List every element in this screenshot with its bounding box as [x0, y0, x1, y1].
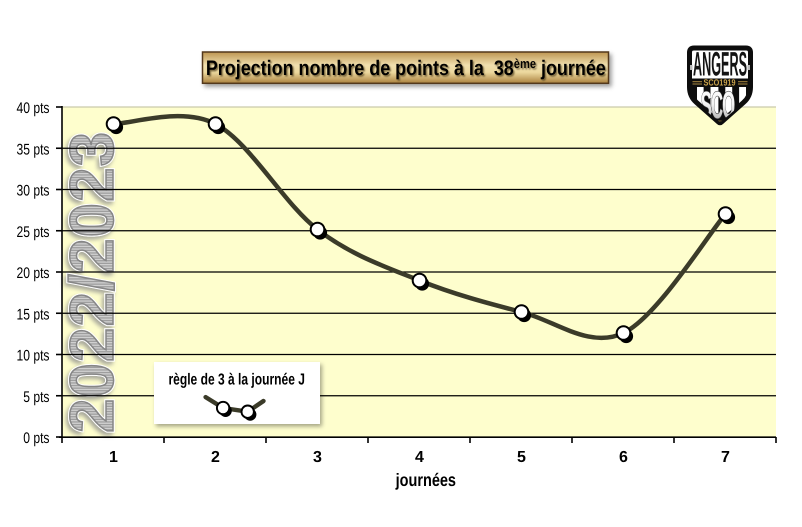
svg-text:1919: 1919: [716, 120, 724, 124]
svg-text:40 pts: 40 pts: [16, 100, 49, 117]
svg-text:1: 1: [109, 449, 118, 466]
svg-text:2: 2: [211, 449, 220, 466]
svg-text:7: 7: [721, 449, 730, 466]
svg-text:0 pts: 0 pts: [23, 430, 49, 447]
svg-text:15 pts: 15 pts: [16, 306, 49, 323]
svg-text:20 pts: 20 pts: [16, 265, 49, 282]
svg-text:ANGERS: ANGERS: [693, 46, 747, 84]
svg-text:SCO1919: SCO1919: [703, 78, 735, 88]
svg-text:Projection nombre de points à: Projection nombre de points à la 38ème j…: [206, 56, 606, 80]
svg-text:2022/2023: 2022/2023: [58, 131, 127, 433]
svg-text:6: 6: [619, 449, 628, 466]
svg-text:journées: journées: [395, 470, 456, 490]
svg-text:25 pts: 25 pts: [16, 224, 49, 241]
svg-text:35 pts: 35 pts: [16, 141, 49, 158]
svg-text:règle de 3 à la journée J: règle de 3 à la journée J: [168, 372, 304, 389]
svg-text:5 pts: 5 pts: [23, 389, 49, 406]
svg-text:2022/2023: 2022/2023: [58, 131, 127, 433]
svg-text:30 pts: 30 pts: [16, 183, 49, 200]
svg-text:10 pts: 10 pts: [16, 348, 49, 365]
svg-text:3: 3: [313, 449, 322, 466]
svg-text:5: 5: [517, 449, 526, 466]
svg-text:4: 4: [415, 449, 424, 466]
